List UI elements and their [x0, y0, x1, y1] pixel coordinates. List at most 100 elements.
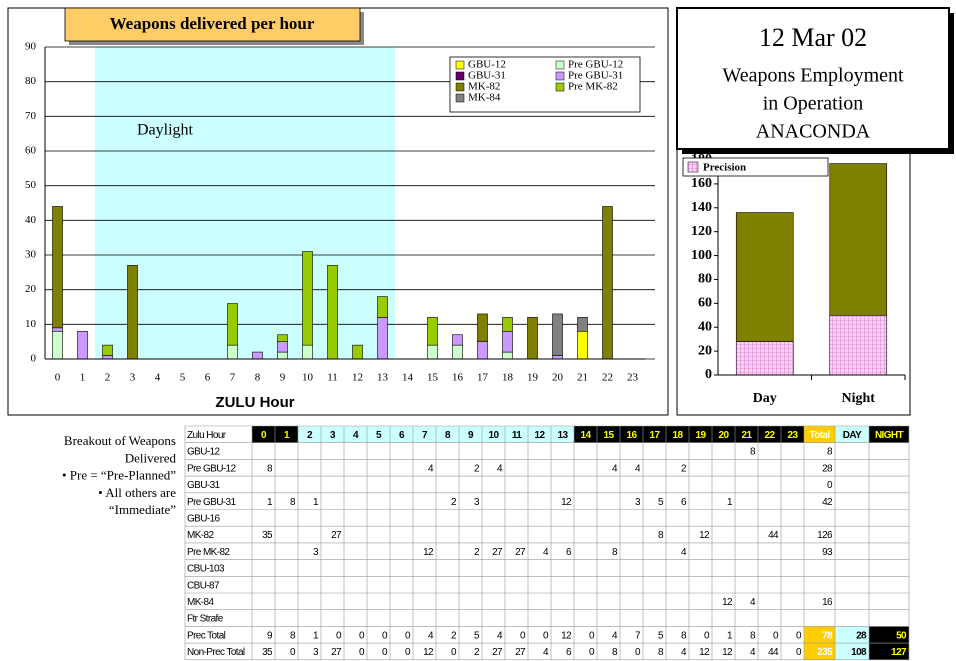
table-cell: 0 [796, 647, 802, 658]
header-cell: 18 [673, 430, 684, 441]
bar-segment [452, 344, 463, 360]
table-cell: 126 [817, 530, 833, 541]
y-tick-label: 10 [25, 318, 37, 330]
table-cell: 235 [817, 647, 833, 658]
y-tick-label: 30 [25, 249, 37, 261]
table-cell: 12 [561, 497, 572, 508]
table-cell: 2 [681, 463, 687, 474]
note-line: “Immediate” [109, 502, 176, 517]
table-cell: 44 [768, 530, 779, 541]
bar-segment [829, 314, 888, 376]
bar-segment [735, 341, 794, 376]
table-cell: 0 [543, 630, 549, 641]
x-tick-label: 21 [577, 372, 588, 384]
table-cell: 78 [822, 630, 833, 641]
table-cell: 0 [704, 630, 710, 641]
table-cell: 4 [497, 463, 503, 474]
header-cell: 12 [535, 430, 546, 441]
table-cell: 0 [405, 647, 411, 658]
cell-bg [835, 643, 869, 660]
legend-swatch [455, 93, 465, 103]
x-tick-label: 20 [552, 372, 564, 384]
table-cell: 3 [313, 547, 319, 558]
table-cell: 0 [336, 630, 342, 641]
table-cell: 6 [566, 647, 572, 658]
table-cell: Non-Prec Total [187, 647, 245, 658]
y-tick-label: 0 [705, 367, 712, 382]
table-cell: 8 [658, 647, 664, 658]
table-cell: 2 [451, 497, 457, 508]
table-cell: 0 [520, 630, 526, 641]
y-tick-label: 60 [698, 296, 712, 311]
table-cell: 0 [359, 630, 365, 641]
header-cell: Total [809, 430, 830, 441]
y-tick-label: 60 [25, 145, 37, 157]
bar-segment [302, 344, 313, 360]
x-tick-label: 4 [155, 372, 161, 384]
cell-bg [574, 426, 597, 443]
x-tick-label: 3 [130, 372, 136, 384]
header-cell: NIGHT [875, 430, 904, 441]
bar-segment [327, 265, 338, 360]
cell-bg [459, 426, 482, 443]
bar-segment [52, 206, 63, 329]
bar-segment [452, 334, 463, 346]
legend-box [449, 56, 641, 113]
table-cell: 8 [750, 630, 756, 641]
x-tick-label: 15 [427, 372, 439, 384]
table-cell: 1 [313, 497, 319, 508]
table-cell: 2 [474, 647, 480, 658]
header-cell: 11 [512, 430, 522, 441]
table-cell: 4 [612, 463, 618, 474]
legend-label: MK-84 [468, 92, 501, 104]
table-cell: 4 [543, 547, 549, 558]
legend-label: Pre MK-82 [568, 81, 618, 93]
table-cell: GBU-12 [187, 447, 221, 458]
table-cell: 28 [822, 463, 833, 474]
table-cell: 4 [543, 647, 549, 658]
bar-segment [277, 341, 288, 353]
table-cell: 6 [566, 547, 572, 558]
table-cell: 3 [635, 497, 641, 508]
table-cell: 27 [331, 530, 342, 541]
bar-segment [577, 330, 588, 360]
cell-bg [804, 626, 835, 644]
cell-bg [666, 426, 689, 443]
table-cell: 1 [727, 497, 733, 508]
x-tick-label: Night [842, 391, 876, 406]
header-cell: 22 [765, 430, 776, 441]
note-line: Breakout of Weapons [64, 433, 176, 448]
bar-segment [377, 317, 388, 360]
header-cell: 19 [696, 430, 707, 441]
table-cell: 5 [658, 630, 664, 641]
cell-bg [643, 426, 666, 443]
table-cell: 4 [428, 463, 434, 474]
table-cell: 35 [262, 530, 273, 541]
table-cell: 35 [262, 647, 273, 658]
x-tick-label: 17 [477, 372, 489, 384]
header-cell: 16 [627, 430, 638, 441]
legend-label: Pre GBU-31 [568, 70, 623, 82]
table-cell: Pre GBU-31 [187, 497, 237, 508]
table-cell: 4 [497, 630, 503, 641]
header-cell: 4 [353, 430, 359, 441]
table-cell: 0 [635, 647, 641, 658]
bar-segment [552, 355, 563, 360]
x-tick-label: 13 [377, 372, 389, 384]
table-cell: 8 [290, 630, 296, 641]
cell-bg [252, 426, 275, 443]
table-cell: 0 [589, 630, 595, 641]
table-cell: 0 [382, 647, 388, 658]
header-cell: Zulu Hour [187, 430, 227, 441]
title-line: ANACONDA [756, 121, 871, 143]
header-cell: 8 [445, 430, 451, 441]
cell-bg [712, 426, 735, 443]
legend-swatch [555, 71, 565, 81]
x-tick-label: Day [753, 391, 777, 406]
bar-segment [227, 344, 238, 360]
table-cell: 93 [822, 547, 833, 558]
cell-bg [620, 426, 643, 443]
legend-swatch [455, 60, 465, 70]
header-cell: 2 [307, 430, 313, 441]
